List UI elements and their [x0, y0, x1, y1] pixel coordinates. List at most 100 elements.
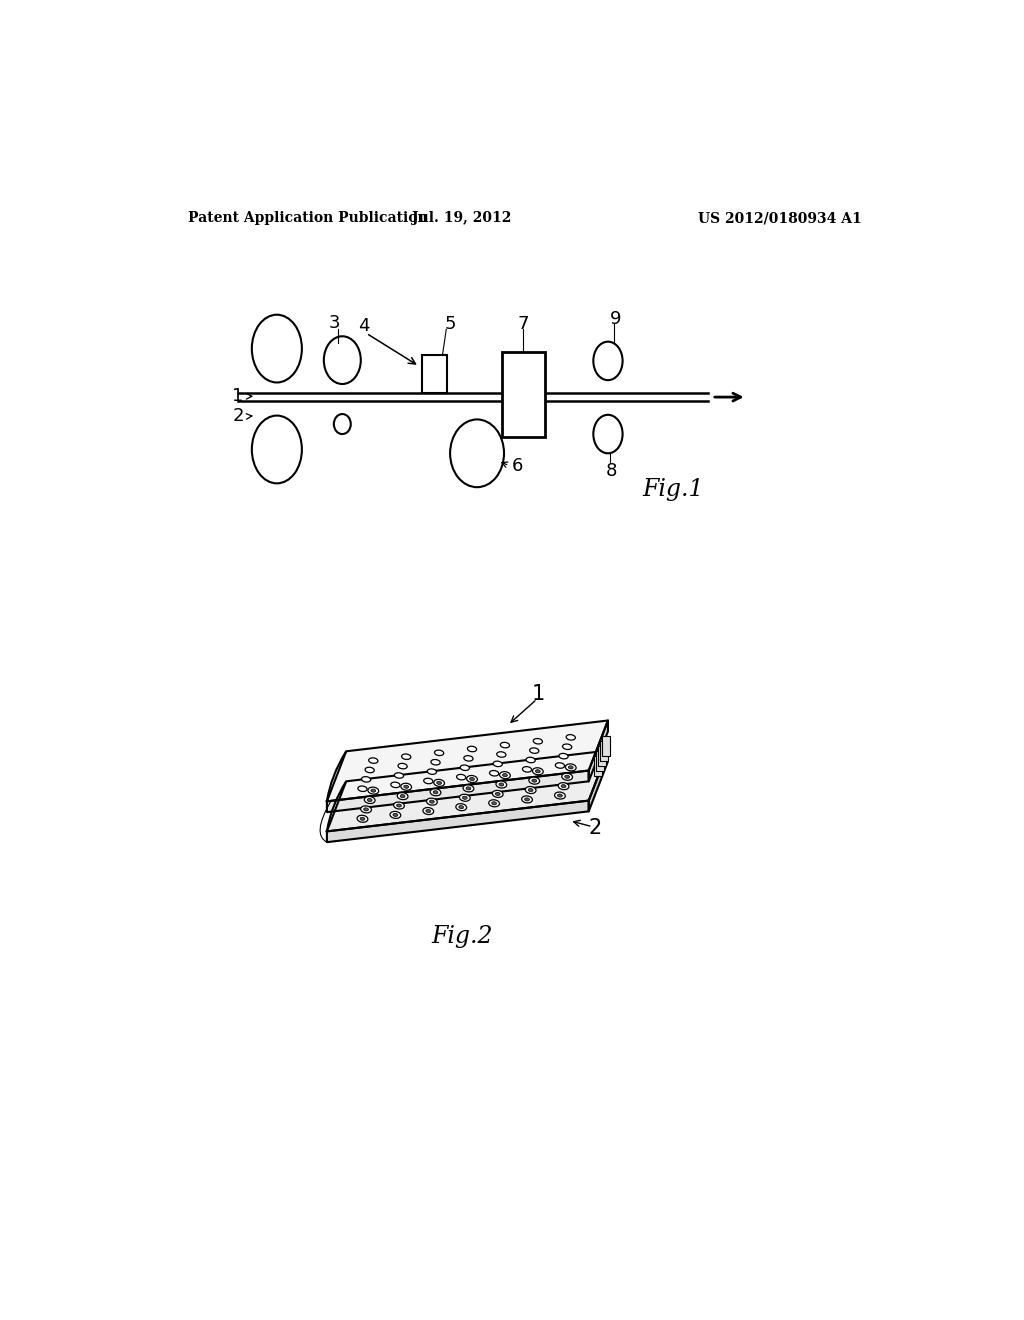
Ellipse shape — [456, 804, 467, 810]
Polygon shape — [327, 721, 608, 801]
Bar — [595, 756, 602, 776]
Ellipse shape — [489, 771, 499, 776]
Text: Fig.2: Fig.2 — [431, 924, 493, 948]
Polygon shape — [327, 800, 589, 842]
Ellipse shape — [357, 785, 367, 792]
Ellipse shape — [369, 758, 378, 763]
Ellipse shape — [390, 812, 400, 818]
Ellipse shape — [528, 777, 540, 784]
Ellipse shape — [566, 735, 575, 741]
Ellipse shape — [360, 817, 365, 820]
Ellipse shape — [501, 742, 510, 748]
Ellipse shape — [555, 763, 564, 768]
Ellipse shape — [459, 805, 464, 809]
Ellipse shape — [391, 783, 400, 788]
Ellipse shape — [396, 804, 401, 807]
Ellipse shape — [522, 767, 531, 772]
Ellipse shape — [463, 785, 474, 792]
Ellipse shape — [528, 788, 534, 792]
Text: 4: 4 — [358, 317, 370, 335]
Ellipse shape — [393, 803, 404, 809]
Ellipse shape — [433, 791, 438, 793]
Text: 2: 2 — [588, 818, 601, 838]
Ellipse shape — [368, 799, 372, 801]
Bar — [602, 737, 610, 755]
Text: Jul. 19, 2012: Jul. 19, 2012 — [412, 211, 511, 226]
Ellipse shape — [434, 750, 443, 755]
Text: 8: 8 — [606, 462, 617, 480]
Ellipse shape — [562, 774, 572, 780]
Ellipse shape — [366, 767, 375, 772]
Ellipse shape — [526, 758, 536, 763]
Ellipse shape — [430, 789, 441, 796]
Ellipse shape — [497, 752, 506, 758]
Ellipse shape — [493, 791, 503, 797]
Text: Patent Application Publication: Patent Application Publication — [188, 211, 428, 226]
Ellipse shape — [496, 781, 507, 788]
Text: 3: 3 — [329, 314, 340, 333]
Ellipse shape — [466, 787, 471, 789]
Ellipse shape — [557, 793, 562, 797]
Ellipse shape — [361, 776, 371, 781]
Ellipse shape — [368, 787, 379, 795]
Ellipse shape — [492, 801, 497, 805]
Ellipse shape — [436, 781, 441, 784]
Text: 9: 9 — [610, 310, 622, 327]
Text: US 2012/0180934 A1: US 2012/0180934 A1 — [698, 211, 862, 226]
Ellipse shape — [426, 809, 431, 813]
Ellipse shape — [496, 792, 500, 796]
Ellipse shape — [555, 792, 565, 799]
Ellipse shape — [503, 774, 507, 776]
Ellipse shape — [431, 759, 440, 766]
Ellipse shape — [400, 795, 406, 797]
Ellipse shape — [521, 796, 532, 803]
Ellipse shape — [532, 768, 543, 775]
Ellipse shape — [562, 744, 571, 750]
Text: 1: 1 — [232, 387, 244, 404]
Ellipse shape — [400, 783, 412, 791]
Bar — [598, 746, 606, 766]
Ellipse shape — [467, 776, 477, 783]
Ellipse shape — [494, 762, 503, 767]
Ellipse shape — [463, 796, 467, 800]
Bar — [600, 742, 608, 760]
Ellipse shape — [559, 754, 568, 759]
Ellipse shape — [565, 775, 569, 779]
Ellipse shape — [534, 738, 543, 744]
Ellipse shape — [561, 784, 566, 788]
Ellipse shape — [365, 796, 375, 804]
Ellipse shape — [531, 779, 537, 783]
Ellipse shape — [394, 772, 403, 779]
Bar — [503, 352, 545, 437]
Ellipse shape — [470, 777, 474, 780]
Polygon shape — [589, 721, 608, 781]
Ellipse shape — [488, 800, 500, 807]
Ellipse shape — [565, 764, 577, 771]
Ellipse shape — [460, 766, 469, 771]
Text: 6: 6 — [512, 458, 523, 475]
Text: 7: 7 — [517, 315, 529, 333]
Ellipse shape — [397, 792, 408, 800]
Ellipse shape — [401, 754, 411, 759]
Bar — [596, 751, 604, 771]
Polygon shape — [327, 771, 589, 812]
Ellipse shape — [536, 770, 541, 772]
Ellipse shape — [364, 808, 369, 810]
Text: 1: 1 — [532, 684, 546, 704]
Ellipse shape — [360, 807, 372, 813]
Ellipse shape — [558, 783, 569, 789]
Ellipse shape — [500, 772, 510, 779]
Ellipse shape — [434, 779, 444, 787]
Ellipse shape — [568, 766, 573, 770]
Text: Fig.1: Fig.1 — [643, 478, 705, 502]
Ellipse shape — [403, 785, 409, 788]
Ellipse shape — [427, 799, 437, 805]
Ellipse shape — [460, 795, 470, 801]
Ellipse shape — [357, 816, 368, 822]
Ellipse shape — [529, 748, 539, 754]
Ellipse shape — [464, 755, 473, 762]
Ellipse shape — [427, 768, 436, 775]
Ellipse shape — [371, 789, 376, 792]
Ellipse shape — [423, 808, 433, 814]
Polygon shape — [327, 751, 608, 832]
